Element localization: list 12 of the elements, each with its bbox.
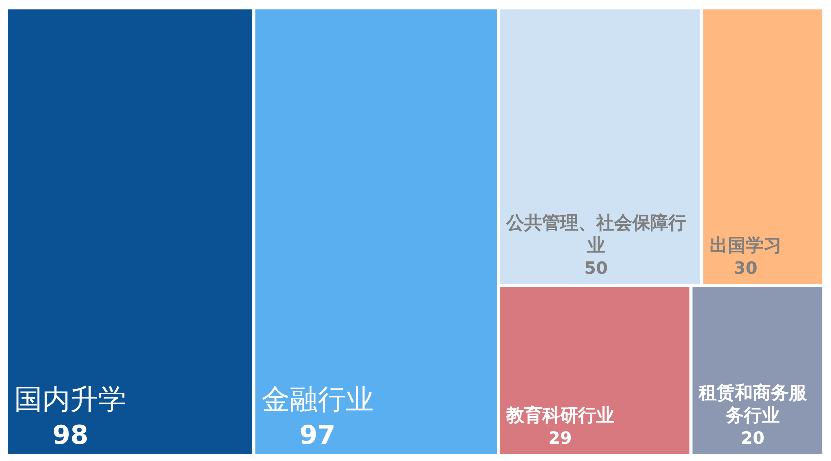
data-label: 30: [734, 258, 758, 278]
category-label: 教育科研行业: [505, 404, 614, 427]
data-label: 97: [300, 420, 336, 451]
category-label: 国内升学: [14, 383, 127, 416]
data-label: 20: [741, 428, 765, 448]
data-label: 29: [548, 428, 572, 448]
category-label: 出国学习: [710, 235, 782, 256]
category-label: 公共管理、社会保障行业: [505, 213, 686, 256]
data-label: 50: [584, 258, 608, 278]
category-label: 金融行业: [262, 383, 374, 416]
data-label: 98: [52, 420, 89, 451]
category-label: 租赁和商务服务行业: [698, 383, 808, 427]
